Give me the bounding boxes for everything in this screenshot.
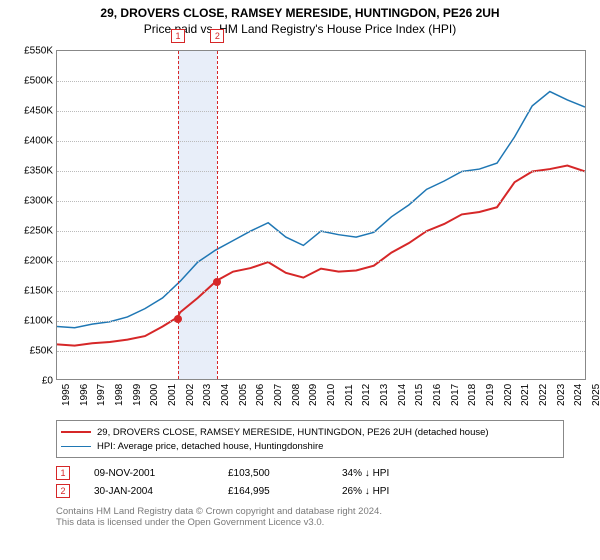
legend-label: HPI: Average price, detached house, Hunt… <box>97 441 323 452</box>
gridline <box>57 261 585 262</box>
x-tick-label: 2004 <box>220 384 231 406</box>
footnotes: Contains HM Land Registry data © Crown c… <box>56 506 564 528</box>
legend: 29, DROVERS CLOSE, RAMSEY MERESIDE, HUNT… <box>56 420 564 458</box>
y-tick-label: £100K <box>13 316 53 327</box>
x-tick-label: 2001 <box>167 384 178 406</box>
transaction-row: 1 09-NOV-2001 £103,500 34% ↓ HPI <box>56 464 564 482</box>
gridline <box>57 81 585 82</box>
x-tick-label: 2012 <box>361 384 372 406</box>
y-tick-label: £400K <box>13 136 53 147</box>
line-canvas <box>57 51 585 379</box>
y-tick-label: £0 <box>13 376 53 387</box>
legend-swatch <box>61 446 91 447</box>
transaction-price: £164,995 <box>228 486 318 497</box>
x-tick-label: 2007 <box>273 384 284 406</box>
y-tick-label: £50K <box>13 346 53 357</box>
legend-item: 29, DROVERS CLOSE, RAMSEY MERESIDE, HUNT… <box>61 425 559 439</box>
gridline <box>57 141 585 142</box>
x-tick-label: 2024 <box>573 384 584 406</box>
transaction-row: 2 30-JAN-2004 £164,995 26% ↓ HPI <box>56 482 564 500</box>
gridline <box>57 351 585 352</box>
x-tick-label: 1995 <box>61 384 72 406</box>
x-tick-label: 2005 <box>238 384 249 406</box>
transaction-marker: 1 <box>56 466 70 480</box>
x-tick-label: 2003 <box>202 384 213 406</box>
gridline <box>57 291 585 292</box>
legend-swatch <box>61 431 91 433</box>
transaction-delta: 26% ↓ HPI <box>342 486 389 497</box>
x-tick-label: 1997 <box>96 384 107 406</box>
x-tick-label: 2016 <box>432 384 443 406</box>
y-tick-label: £500K <box>13 76 53 87</box>
x-tick-label: 2000 <box>149 384 160 406</box>
reference-line <box>217 51 218 379</box>
x-tick-label: 2018 <box>467 384 478 406</box>
transaction-date: 30-JAN-2004 <box>94 486 204 497</box>
x-tick-label: 1998 <box>114 384 125 406</box>
transactions-table: 1 09-NOV-2001 £103,500 34% ↓ HPI 2 30-JAN-200… <box>56 464 564 500</box>
transaction-marker: 2 <box>56 484 70 498</box>
chart-subtitle: Price paid vs. HM Land Registry's House … <box>0 22 600 36</box>
y-tick-label: £300K <box>13 196 53 207</box>
x-tick-label: 2020 <box>503 384 514 406</box>
x-tick-label: 2008 <box>291 384 302 406</box>
x-tick-label: 1996 <box>79 384 90 406</box>
data-point-dot <box>174 315 182 323</box>
x-tick-label: 1999 <box>132 384 143 406</box>
transaction-delta: 34% ↓ HPI <box>342 468 389 479</box>
x-tick-label: 2015 <box>414 384 425 406</box>
series-property <box>57 166 585 346</box>
gridline <box>57 111 585 112</box>
series-hpi <box>57 92 585 328</box>
x-tick-label: 2013 <box>379 384 390 406</box>
x-tick-label: 2021 <box>520 384 531 406</box>
reference-marker: 1 <box>171 29 185 43</box>
x-tick-label: 2009 <box>308 384 319 406</box>
x-tick-label: 2025 <box>591 384 600 406</box>
footnote-line: This data is licensed under the Open Gov… <box>56 517 564 528</box>
transaction-price: £103,500 <box>228 468 318 479</box>
legend-item: HPI: Average price, detached house, Hunt… <box>61 439 559 453</box>
gridline <box>57 321 585 322</box>
x-tick-label: 2002 <box>185 384 196 406</box>
y-tick-label: £350K <box>13 166 53 177</box>
data-point-dot <box>213 278 221 286</box>
chart-area: £0£50K£100K£150K£200K£250K£300K£350K£400… <box>36 40 596 420</box>
y-tick-label: £200K <box>13 256 53 267</box>
legend-label: 29, DROVERS CLOSE, RAMSEY MERESIDE, HUNT… <box>97 427 489 438</box>
chart-title: 29, DROVERS CLOSE, RAMSEY MERESIDE, HUNT… <box>0 0 600 20</box>
x-tick-label: 2022 <box>538 384 549 406</box>
x-tick-label: 2010 <box>326 384 337 406</box>
reference-marker: 2 <box>210 29 224 43</box>
y-tick-label: £150K <box>13 286 53 297</box>
x-tick-label: 2023 <box>556 384 567 406</box>
x-tick-label: 2017 <box>450 384 461 406</box>
y-tick-label: £250K <box>13 226 53 237</box>
x-tick-label: 2006 <box>255 384 266 406</box>
plot-region: £0£50K£100K£150K£200K£250K£300K£350K£400… <box>56 50 586 380</box>
footnote-line: Contains HM Land Registry data © Crown c… <box>56 506 564 517</box>
y-tick-label: £450K <box>13 106 53 117</box>
gridline <box>57 171 585 172</box>
gridline <box>57 231 585 232</box>
transaction-date: 09-NOV-2001 <box>94 468 204 479</box>
y-tick-label: £550K <box>13 46 53 57</box>
reference-line <box>178 51 179 379</box>
gridline <box>57 201 585 202</box>
x-tick-label: 2019 <box>485 384 496 406</box>
x-tick-label: 2011 <box>344 384 355 406</box>
x-tick-label: 2014 <box>397 384 408 406</box>
